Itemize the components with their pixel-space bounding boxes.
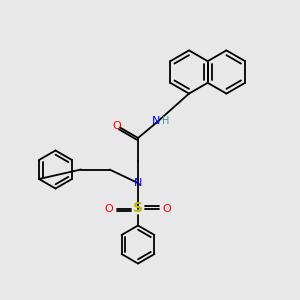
Text: O: O — [112, 121, 121, 131]
Text: S: S — [133, 202, 143, 215]
Text: O: O — [104, 203, 113, 214]
Text: N: N — [152, 116, 160, 127]
Text: H: H — [162, 116, 169, 127]
Text: O: O — [163, 203, 172, 214]
Text: N: N — [134, 178, 142, 188]
